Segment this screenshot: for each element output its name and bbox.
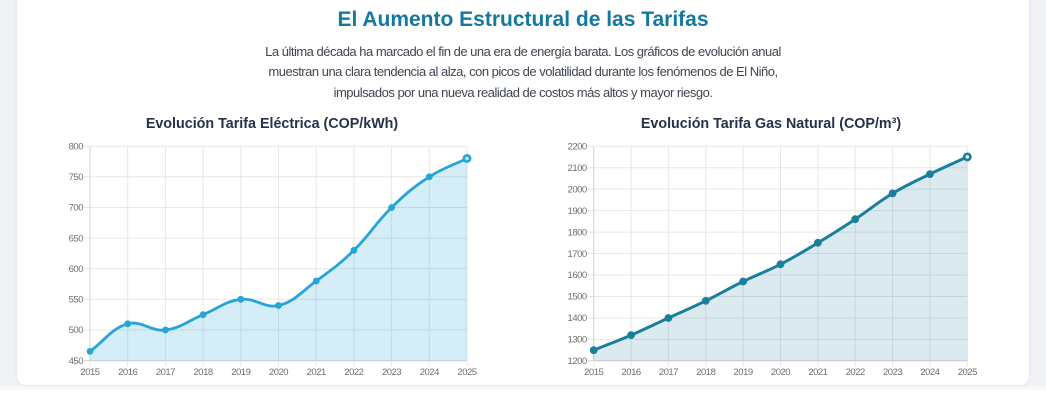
svg-text:2024: 2024 bbox=[420, 367, 439, 378]
svg-text:2019: 2019 bbox=[231, 367, 250, 378]
svg-text:2019: 2019 bbox=[734, 367, 753, 378]
svg-text:2015: 2015 bbox=[584, 367, 603, 378]
svg-text:2023: 2023 bbox=[382, 367, 401, 378]
svg-text:450: 450 bbox=[69, 356, 84, 367]
svg-text:1700: 1700 bbox=[568, 249, 587, 260]
svg-text:700: 700 bbox=[69, 203, 84, 214]
svg-text:2016: 2016 bbox=[118, 367, 137, 378]
svg-text:2021: 2021 bbox=[307, 367, 326, 378]
svg-text:1400: 1400 bbox=[568, 313, 587, 324]
svg-text:2016: 2016 bbox=[622, 367, 641, 378]
svg-text:750: 750 bbox=[69, 172, 84, 183]
svg-text:2022: 2022 bbox=[344, 367, 363, 378]
svg-text:2015: 2015 bbox=[80, 367, 99, 378]
svg-text:500: 500 bbox=[69, 325, 84, 336]
svg-text:1800: 1800 bbox=[568, 227, 587, 238]
svg-text:2200: 2200 bbox=[568, 141, 587, 152]
svg-text:550: 550 bbox=[69, 295, 84, 306]
svg-text:1300: 1300 bbox=[568, 335, 587, 346]
svg-text:1500: 1500 bbox=[568, 292, 587, 303]
svg-text:2018: 2018 bbox=[194, 367, 213, 378]
svg-text:2017: 2017 bbox=[156, 367, 175, 378]
svg-text:2017: 2017 bbox=[659, 367, 678, 378]
svg-text:1900: 1900 bbox=[568, 206, 587, 217]
svg-text:2100: 2100 bbox=[568, 163, 587, 174]
svg-text:2021: 2021 bbox=[808, 367, 827, 378]
svg-text:2025: 2025 bbox=[958, 367, 977, 378]
svg-text:650: 650 bbox=[69, 233, 84, 244]
svg-text:2020: 2020 bbox=[269, 367, 288, 378]
svg-text:1600: 1600 bbox=[568, 270, 587, 281]
svg-text:2018: 2018 bbox=[696, 367, 715, 378]
svg-text:2024: 2024 bbox=[920, 367, 939, 378]
svg-text:2020: 2020 bbox=[771, 367, 790, 378]
svg-text:2022: 2022 bbox=[846, 367, 865, 378]
svg-text:800: 800 bbox=[69, 141, 84, 152]
svg-text:2023: 2023 bbox=[883, 367, 902, 378]
svg-text:1200: 1200 bbox=[568, 356, 587, 367]
svg-text:2000: 2000 bbox=[568, 184, 587, 195]
svg-text:600: 600 bbox=[69, 264, 84, 275]
svg-text:2025: 2025 bbox=[457, 367, 476, 378]
